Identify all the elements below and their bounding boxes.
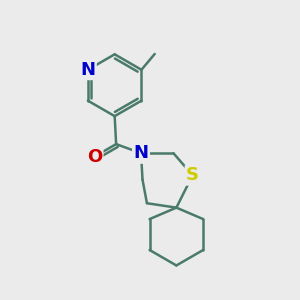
- Text: N: N: [134, 144, 148, 162]
- Text: O: O: [87, 148, 102, 166]
- Text: S: S: [186, 166, 199, 184]
- Text: N: N: [80, 61, 95, 79]
- Text: N: N: [134, 144, 148, 162]
